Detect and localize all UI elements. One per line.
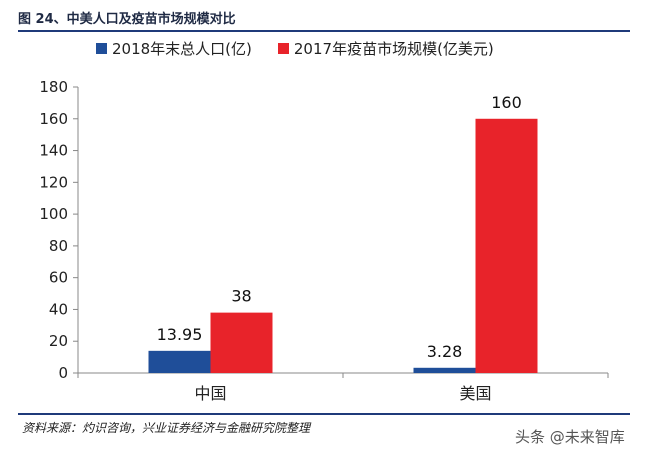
- y-tick-label: 80: [49, 237, 68, 255]
- data-label: 38: [231, 287, 251, 306]
- legend: 2018年末总人口(亿) 2017年疫苗市场规模(亿美元): [96, 38, 520, 59]
- legend-swatch-population: [96, 43, 107, 54]
- y-tick-label: 40: [49, 300, 68, 318]
- y-tick-label: 120: [39, 173, 68, 191]
- y-tick-label: 140: [39, 142, 68, 160]
- data-label: 13.95: [157, 325, 203, 344]
- legend-label-population: 2018年末总人口(亿): [112, 40, 252, 58]
- legend-label-market: 2017年疫苗市场规模(亿美元): [293, 40, 494, 58]
- x-category-label: 美国: [459, 384, 491, 403]
- data-label: 3.28: [427, 342, 463, 361]
- watermark: 头条 @未来智库: [515, 428, 625, 446]
- bar: [210, 312, 273, 373]
- source-note: 资料来源：灼识咨询，兴业证券经济与金融研究院整理: [22, 421, 311, 435]
- bar: [413, 367, 476, 373]
- bottom-rule: [18, 413, 630, 415]
- legend-swatch-market: [277, 43, 289, 54]
- figure-title: 图 24、中美人口及疫苗市场规模对比: [18, 12, 236, 27]
- y-tick-label: 100: [39, 205, 68, 223]
- legend-item-population: 2018年末总人口(亿): [96, 38, 252, 59]
- bar: [475, 118, 538, 374]
- data-label: 160: [491, 93, 522, 112]
- y-tick-label: 0: [58, 364, 68, 382]
- x-category-label: 中国: [194, 384, 226, 403]
- bar: [148, 350, 211, 373]
- top-rule: [18, 30, 630, 32]
- y-tick-label: 20: [49, 332, 68, 350]
- y-tick-label: 160: [39, 110, 68, 128]
- y-tick-label: 180: [39, 78, 68, 96]
- y-tick-label: 60: [49, 269, 68, 287]
- legend-item-market: 2017年疫苗市场规模(亿美元): [277, 38, 494, 59]
